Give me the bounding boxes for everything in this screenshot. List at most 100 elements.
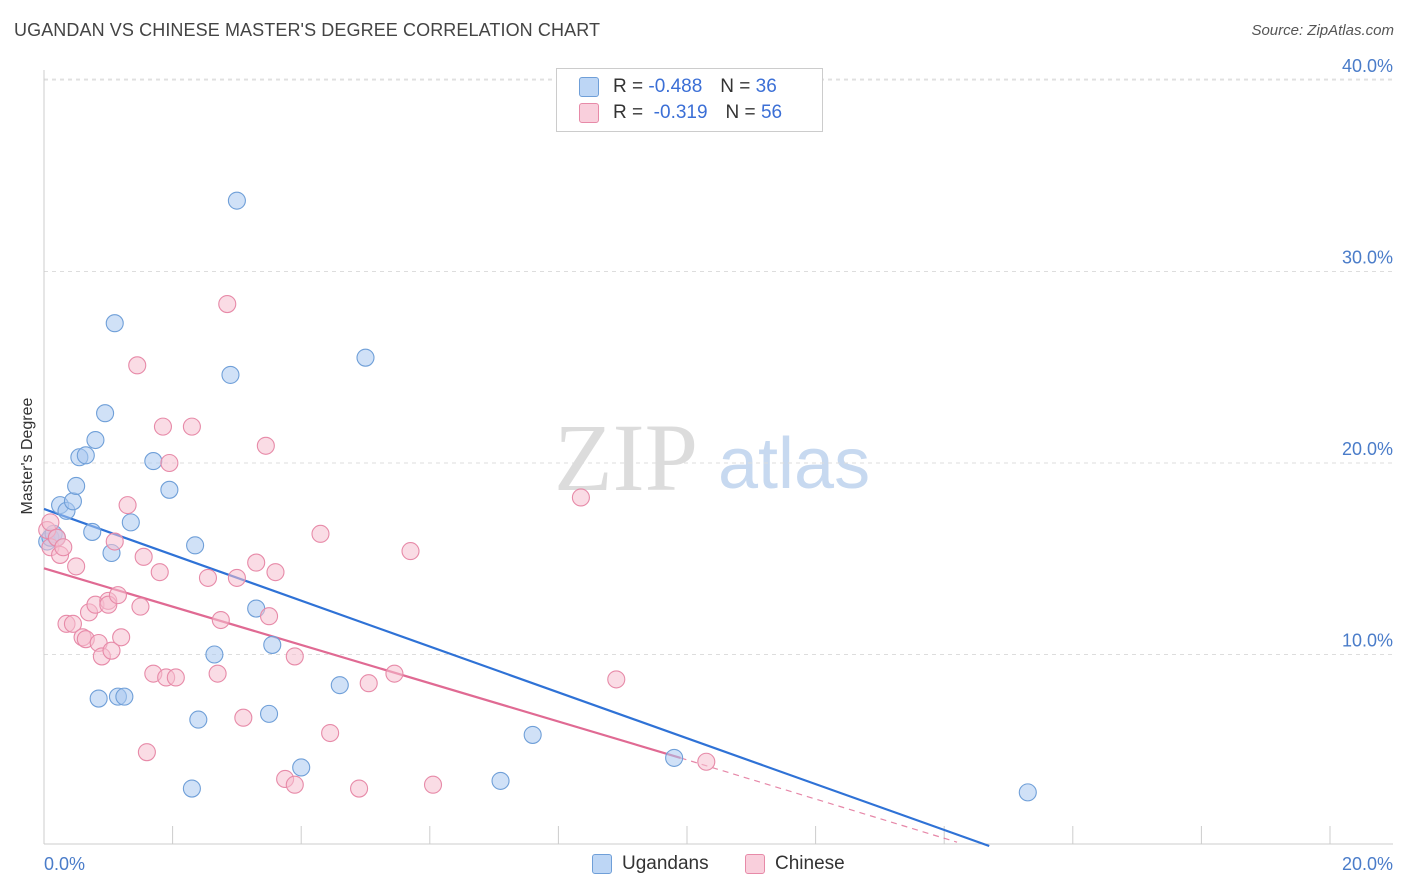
- data-point-chinese: [54, 538, 73, 557]
- data-point-chinese: [285, 647, 304, 666]
- data-point-chinese: [211, 610, 230, 630]
- data-point-ugandans: [76, 446, 95, 465]
- legend-n-label: N =: [720, 76, 751, 97]
- data-point-chinese: [385, 664, 404, 683]
- legend-r-value: -0.319: [653, 102, 708, 123]
- data-point-chinese: [118, 496, 137, 515]
- data-point-chinese: [218, 295, 237, 314]
- data-point-chinese: [198, 568, 218, 587]
- data-point-ugandans: [121, 513, 140, 532]
- data-point-ugandans: [63, 492, 82, 511]
- legend-swatch-ugandans: [592, 854, 612, 874]
- data-point-ugandans: [356, 348, 375, 367]
- data-point-chinese: [359, 674, 378, 693]
- data-point-ugandans: [263, 635, 282, 654]
- source-label: Source: ZipAtlas.com: [1251, 22, 1394, 39]
- axes: [43, 70, 1393, 845]
- data-point-ugandans: [665, 748, 684, 767]
- legend-n-label: N =: [725, 102, 756, 123]
- data-point-chinese: [247, 553, 266, 572]
- data-point-chinese: [182, 417, 201, 436]
- legend-swatch-chinese: [579, 103, 599, 123]
- data-point-chinese: [150, 563, 169, 582]
- x-tick-label: 20.0%: [1342, 854, 1393, 874]
- data-point-chinese: [227, 568, 246, 587]
- data-point-chinese: [153, 417, 173, 436]
- data-point-chinese: [128, 356, 147, 375]
- data-point-chinese: [112, 628, 131, 647]
- data-point-chinese: [234, 708, 253, 727]
- data-point-chinese: [208, 664, 227, 683]
- data-point-ugandans: [1018, 783, 1037, 802]
- data-point-chinese: [134, 547, 153, 566]
- data-point-chinese: [571, 488, 590, 507]
- data-point-chinese: [41, 513, 60, 532]
- data-point-ugandans: [182, 779, 201, 798]
- legend-n-value: 36: [755, 76, 777, 97]
- data-point-chinese: [105, 532, 124, 551]
- data-point-ugandans: [523, 725, 542, 744]
- data-point-chinese: [259, 607, 279, 626]
- data-point-ugandans: [189, 710, 208, 729]
- data-point-ugandans: [86, 430, 105, 450]
- data-point-chinese: [607, 670, 626, 689]
- data-point-ugandans: [186, 536, 205, 555]
- legend-row-chinese: R = -0.319 N = 56: [579, 101, 782, 125]
- legend-swatch-chinese: [745, 854, 765, 874]
- trend-lines: [43, 507, 990, 848]
- data-point-chinese: [102, 641, 121, 660]
- y-tick-label: 40.0%: [1342, 56, 1393, 76]
- watermark-atlas: atlas: [718, 424, 870, 504]
- data-point-ugandans: [221, 365, 240, 384]
- legend-item-ugandans[interactable]: Ugandans: [592, 852, 709, 876]
- trend-extension-chinese: [680, 757, 958, 843]
- data-point-ugandans: [491, 771, 510, 790]
- tick-labels: 10.0% 20.0% 30.0% 40.0% 0.0% 20.0%: [44, 56, 1393, 874]
- data-point-chinese: [63, 614, 82, 633]
- x-tick-label: 0.0%: [44, 854, 85, 874]
- data-point-chinese: [697, 752, 716, 771]
- y-tick-label: 30.0%: [1342, 248, 1393, 268]
- correlation-legend: R = -0.488 N = 36 R = -0.319 N = 56: [556, 68, 823, 132]
- data-point-ugandans: [205, 645, 224, 664]
- data-point-chinese: [321, 723, 340, 743]
- legend-n-value: 56: [760, 102, 783, 123]
- legend-r-label: R =: [613, 76, 644, 97]
- data-point-chinese: [67, 557, 86, 576]
- data-point-ugandans: [144, 452, 163, 471]
- data-point-chinese: [285, 775, 304, 794]
- legend-item-chinese[interactable]: Chinese: [745, 852, 845, 876]
- data-point-ugandans: [96, 404, 115, 423]
- data-point-chinese: [350, 779, 369, 798]
- y-tick-label: 20.0%: [1342, 439, 1393, 459]
- data-point-ugandans: [259, 704, 279, 723]
- data-point-chinese: [256, 436, 275, 455]
- data-point-chinese: [131, 597, 150, 616]
- data-point-ugandans: [105, 314, 124, 333]
- data-point-ugandans: [292, 758, 311, 777]
- data-point-ugandans: [160, 480, 179, 499]
- data-point-chinese: [137, 743, 156, 762]
- trend-line-chinese: [43, 567, 681, 759]
- data-point-ugandans: [330, 676, 349, 695]
- data-point-ugandans: [227, 191, 246, 210]
- data-point-chinese: [160, 453, 179, 473]
- legend-row-ugandans: R = -0.488 N = 36: [579, 75, 777, 99]
- data-point-chinese: [266, 563, 285, 582]
- data-point-ugandans: [83, 522, 102, 541]
- data-point-chinese: [311, 524, 330, 543]
- data-point-chinese: [401, 542, 420, 561]
- chart-title: UGANDAN VS CHINESE MASTER'S DEGREE CORRE…: [14, 20, 601, 40]
- gridlines: [44, 78, 1393, 655]
- data-points: [38, 191, 1037, 802]
- legend-label-ugandans: Ugandans: [622, 853, 709, 874]
- y-tick-label: 10.0%: [1342, 631, 1393, 651]
- legend-swatch-ugandans: [579, 77, 599, 97]
- legend-r-value: -0.488: [648, 76, 703, 97]
- data-point-chinese: [166, 668, 185, 687]
- trend-line-ugandans: [43, 507, 990, 848]
- legend-r-label: R =: [613, 102, 644, 123]
- legend-label-chinese: Chinese: [775, 853, 845, 874]
- data-point-ugandans: [67, 476, 86, 496]
